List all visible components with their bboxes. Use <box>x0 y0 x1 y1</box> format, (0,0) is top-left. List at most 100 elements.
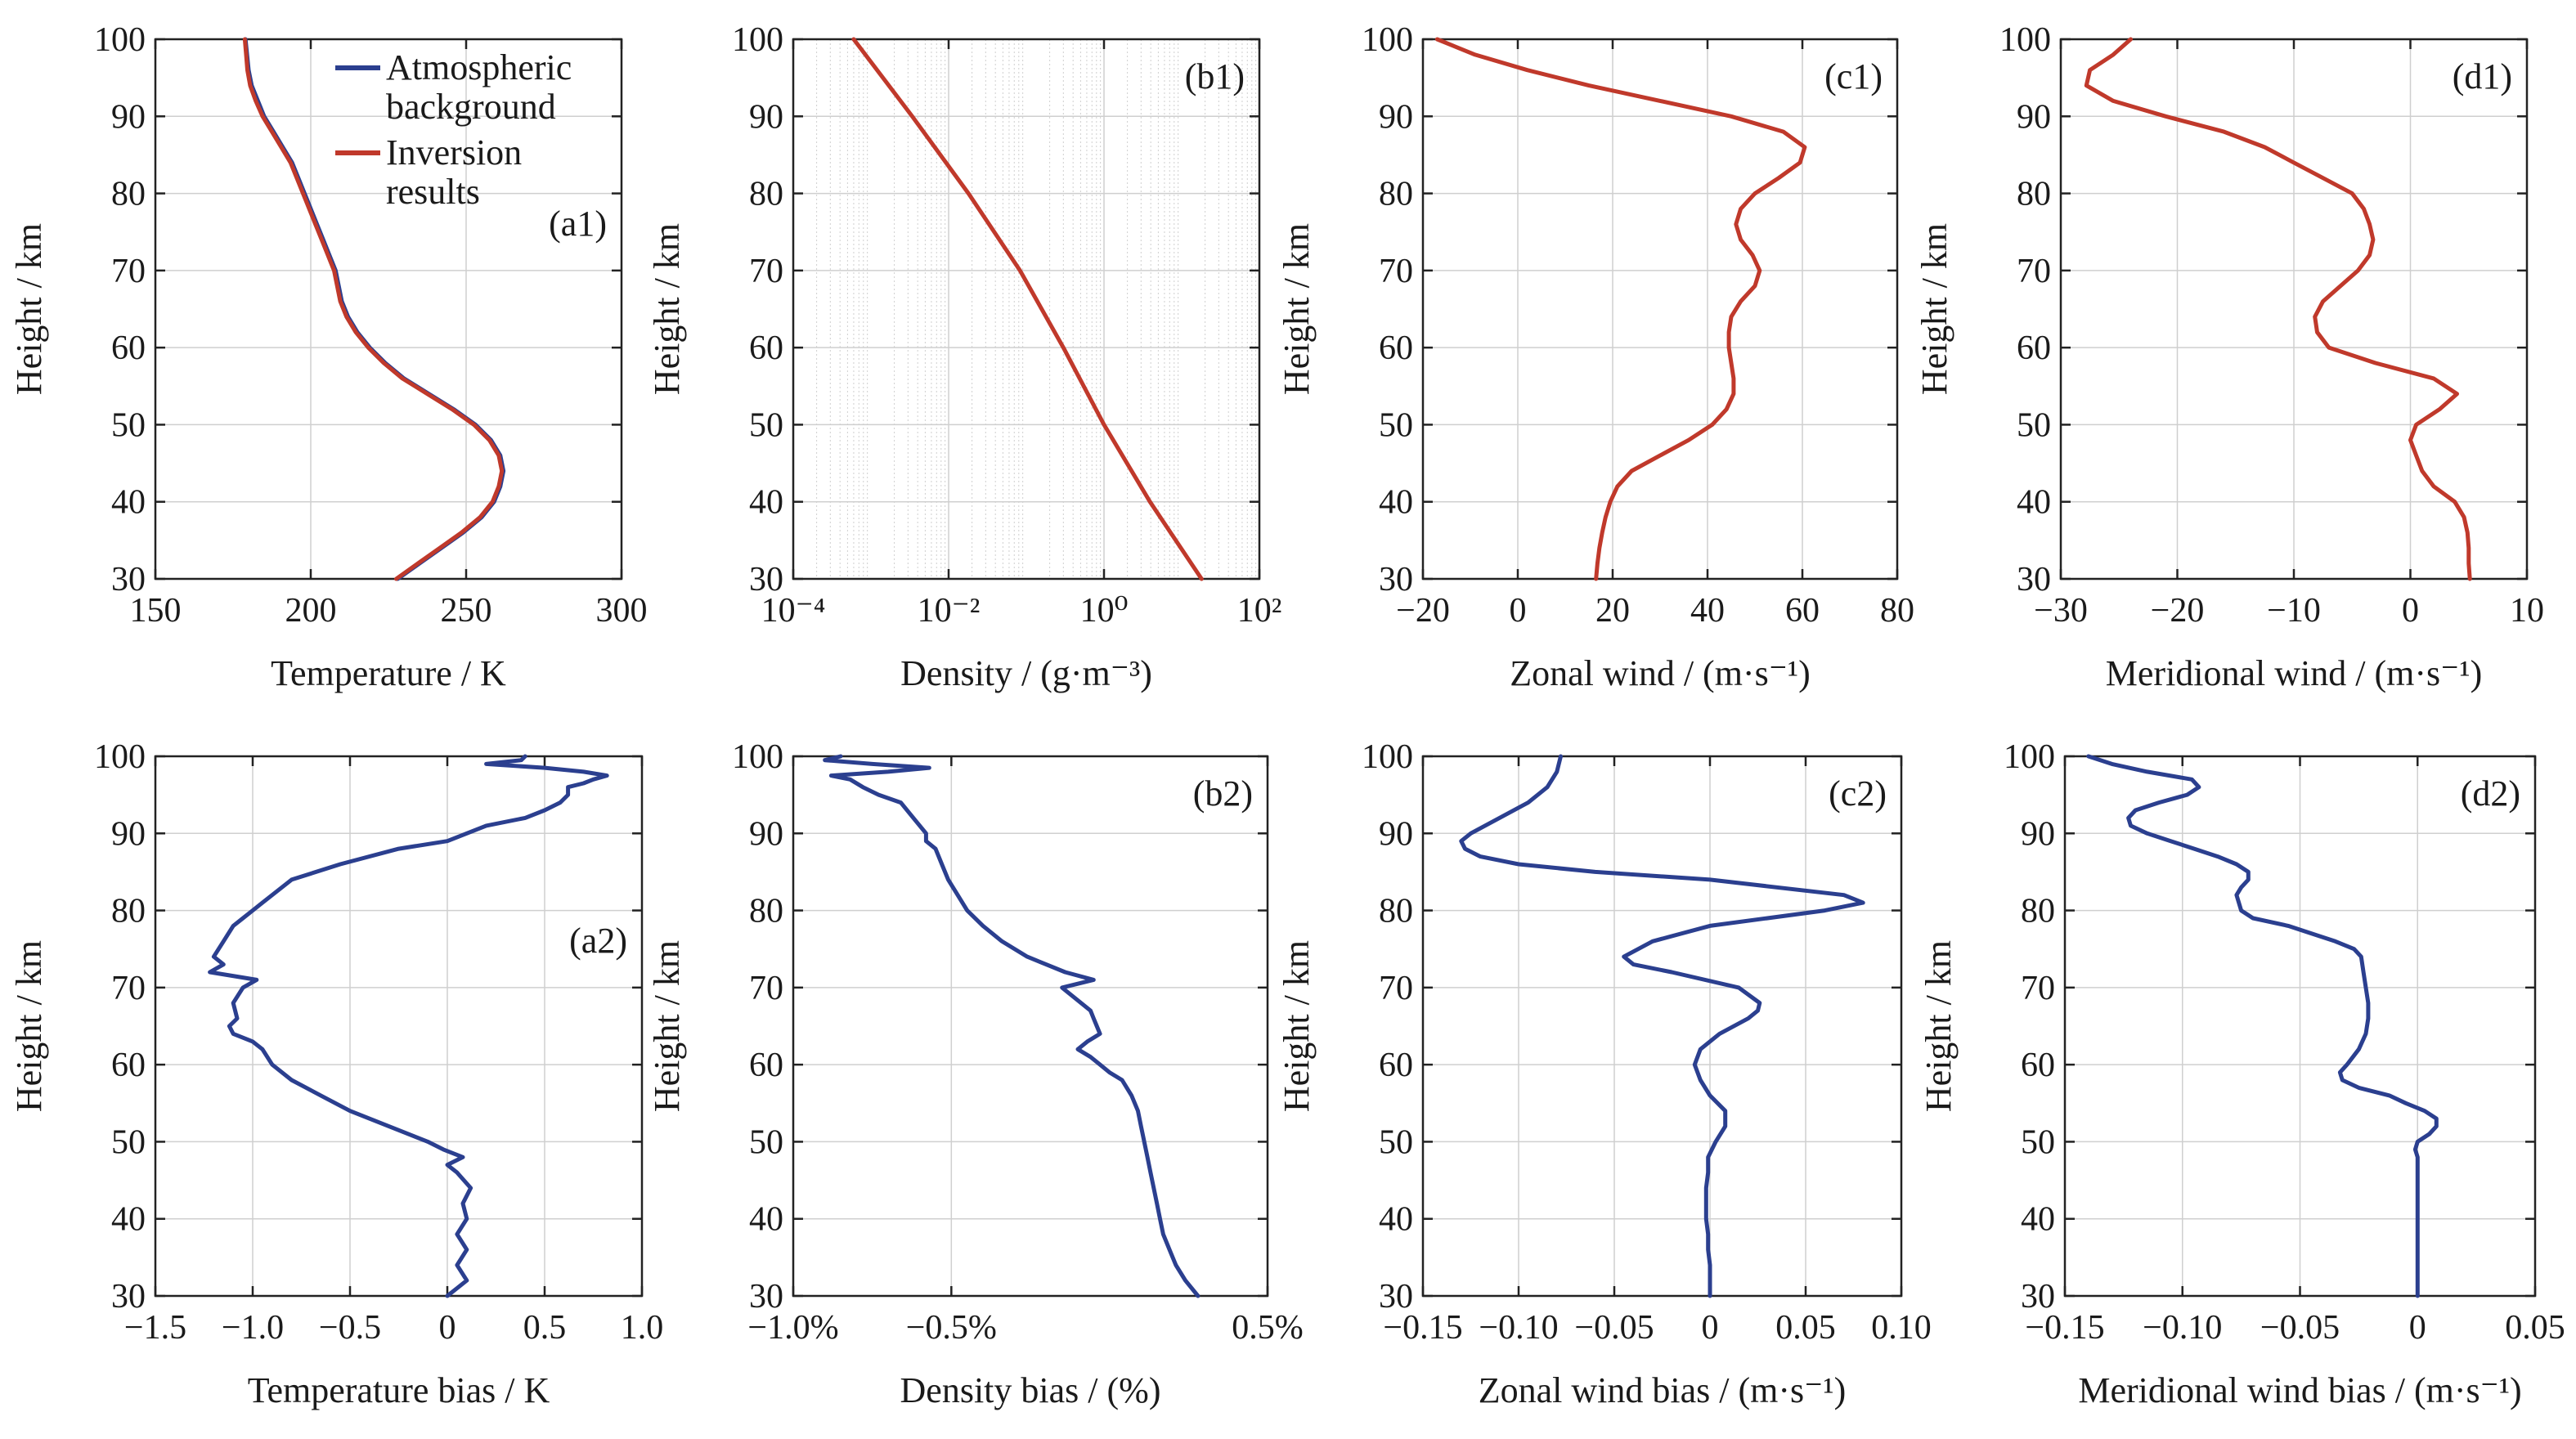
y-tick-label: 70 <box>749 253 783 290</box>
x-tick-label: −1.5 <box>124 1309 186 1347</box>
series-line-inversion-results <box>242 37 505 581</box>
y-tick-label: 60 <box>749 329 783 367</box>
y-axis-label: Height / km <box>1277 223 1317 395</box>
y-tick-label: 70 <box>111 253 146 290</box>
x-tick-label: 0 <box>2402 592 2419 630</box>
panel-a2: −1.5 −1.0 −0.5 0 0.5 1.0 30 40 50 60 70 80 90 100 Temp… <box>9 738 663 1410</box>
y-tick-label: 40 <box>2021 1201 2055 1239</box>
y-tick-label: 30 <box>2017 561 2051 598</box>
x-tick-label: 1.0 <box>621 1309 664 1347</box>
y-tick-label: 90 <box>111 98 146 136</box>
y-tick-label: 30 <box>111 561 146 598</box>
plot-frame <box>792 38 1261 581</box>
panel-label: (c2) <box>1829 773 1887 814</box>
y-tick-label: 40 <box>111 484 146 522</box>
x-axis-label: Zonal wind / (m·s⁻¹) <box>1510 653 1811 693</box>
y-tick-label: 80 <box>2021 893 2055 930</box>
x-tick-label: −30 <box>2034 592 2088 630</box>
plot-frame <box>154 755 644 1298</box>
x-tick-label: 0.10 <box>1871 1309 1932 1347</box>
y-tick-label: 100 <box>732 738 783 776</box>
y-tick-label: 100 <box>732 21 783 59</box>
y-tick-label: 30 <box>749 1278 783 1316</box>
series-line-inversion-results <box>851 37 1204 581</box>
y-axis-label: Height / km <box>647 940 687 1112</box>
x-tick-label: −10 <box>2267 592 2321 630</box>
y-tick-label: 30 <box>1379 1278 1413 1316</box>
x-tick-label: 60 <box>1785 592 1820 630</box>
y-tick-label: 50 <box>749 406 783 444</box>
x-tick-label: −20 <box>2151 592 2205 630</box>
y-tick-label: 70 <box>2021 970 2055 1007</box>
y-axis-label: Height / km <box>1919 940 1959 1112</box>
panel-c1: −20 0 20 40 60 80 30 40 50 60 70 80 90 100 Zonal wind … <box>1277 21 1914 693</box>
y-tick-label: 90 <box>1379 815 1413 853</box>
x-tick-label: −0.15 <box>1383 1309 1462 1347</box>
series-line-density-bias <box>823 754 1200 1298</box>
x-tick-label: 0 <box>2409 1309 2426 1347</box>
legend-label: results <box>386 172 480 212</box>
y-tick-label: 40 <box>2017 484 2051 522</box>
plot-frame <box>154 38 623 581</box>
x-tick-label: 10⁻² <box>918 592 981 630</box>
x-axis-label: Temperature bias / K <box>248 1370 550 1410</box>
x-tick-label: −20 <box>1396 592 1450 630</box>
panel-b1: 10⁻⁴ 10⁻² 10⁰ 10² 30 40 50 60 70 80 90 100 Density /… <box>647 21 1281 693</box>
y-tick-label: 70 <box>1379 253 1413 290</box>
x-tick-label: −0.05 <box>1574 1309 1654 1347</box>
y-axis-label: Height / km <box>1277 940 1317 1112</box>
x-tick-label: 0 <box>1702 1309 1719 1347</box>
y-tick-label: 50 <box>111 1123 146 1161</box>
y-tick-label: 80 <box>111 176 146 213</box>
x-tick-label: −0.10 <box>2143 1309 2222 1347</box>
y-tick-label: 60 <box>111 1047 146 1084</box>
y-tick-label: 80 <box>2017 176 2051 213</box>
y-axis-label: Height / km <box>9 940 49 1112</box>
y-tick-label: 70 <box>111 970 146 1007</box>
y-tick-label: 100 <box>1999 21 2051 59</box>
x-axis-label: Meridional wind bias / (m·s⁻¹) <box>2078 1370 2521 1410</box>
x-tick-label: 10⁻⁴ <box>761 592 826 630</box>
x-axis-label: Zonal wind bias / (m·s⁻¹) <box>1479 1370 1846 1410</box>
x-axis-label: Temperature / K <box>271 653 506 693</box>
legend-label: Atmospheric <box>386 47 572 87</box>
y-tick-label: 80 <box>749 893 783 930</box>
panel-c2: −0.15 −0.10 −0.05 0 0.05 0.10 30 40 50 60 70 80 90 10… <box>1277 738 1932 1410</box>
panel-b2: −1.0% −0.5% 0.5% 30 40 50 60 70 80 90 100 Density b… <box>647 738 1304 1410</box>
panel-label: (b2) <box>1193 773 1253 814</box>
y-tick-label: 70 <box>1379 970 1413 1007</box>
series-line-inversion-results <box>1434 37 1807 581</box>
y-tick-label: 50 <box>2017 406 2051 444</box>
y-tick-label: 80 <box>1379 176 1413 213</box>
x-tick-label: 250 <box>441 592 492 630</box>
x-tick-label: 150 <box>130 592 182 630</box>
y-axis-label: Height / km <box>1914 223 1954 395</box>
y-tick-label: 30 <box>111 1278 146 1316</box>
x-tick-label: 300 <box>596 592 648 630</box>
x-tick-label: −0.05 <box>2260 1309 2340 1347</box>
panel-label: (b1) <box>1185 56 1245 96</box>
x-tick-label: −1.0% <box>747 1309 838 1347</box>
y-axis-label: Height / km <box>647 223 687 395</box>
x-tick-label: −0.5% <box>906 1309 997 1347</box>
x-tick-label: −0.10 <box>1479 1309 1558 1347</box>
y-tick-label: 70 <box>749 970 783 1007</box>
x-tick-label: 0 <box>1510 592 1527 630</box>
y-tick-label: 80 <box>749 176 783 213</box>
y-tick-label: 100 <box>94 21 146 59</box>
series-line-inversion-results <box>2084 37 2472 581</box>
y-tick-label: 60 <box>749 1047 783 1084</box>
x-tick-label: −0.5 <box>319 1309 381 1347</box>
x-tick-label: 0.05 <box>2505 1309 2565 1347</box>
x-tick-label: 80 <box>1880 592 1914 630</box>
y-tick-label: 60 <box>111 329 146 367</box>
x-tick-label: 0.5% <box>1232 1309 1304 1347</box>
y-tick-label: 100 <box>94 738 146 776</box>
plot-frame <box>1421 38 1899 581</box>
x-tick-label: 0 <box>439 1309 456 1347</box>
y-tick-label: 90 <box>749 98 783 136</box>
panel-label: (d1) <box>2453 56 2512 96</box>
legend-label: Inversion <box>386 132 522 173</box>
